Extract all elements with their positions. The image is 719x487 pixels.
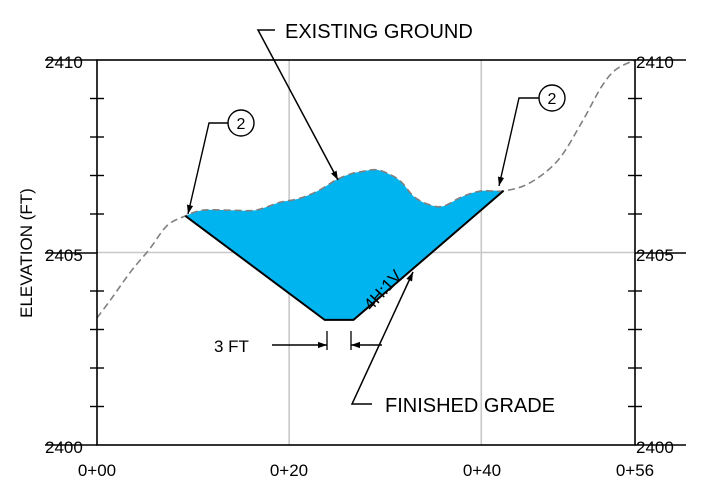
y-tick-right-2410: 2410	[636, 53, 674, 72]
y-tick-left-2405: 2405	[45, 246, 83, 265]
x-tick-0+56: 0+56	[616, 461, 654, 480]
y-tick-left-2400: 2400	[45, 438, 83, 457]
callout-leader-left	[186, 122, 228, 215]
finished-grade-leader	[350, 271, 414, 405]
x-tick-0+00: 0+00	[78, 461, 116, 480]
callout-number-right: 2	[548, 91, 557, 108]
callout-leader-right	[497, 97, 539, 187]
cut-area-fill	[185, 169, 504, 320]
x-tick-0+40: 0+40	[463, 461, 501, 480]
existing-ground-line	[96, 59, 636, 319]
existing-ground-label: EXISTING GROUND	[285, 21, 473, 43]
x-tick-0+20: 0+20	[270, 461, 308, 480]
finished-grade-line	[184, 190, 505, 321]
y-tick-right-2405: 2405	[636, 246, 674, 265]
y-tick-left-2410: 2410	[45, 53, 83, 72]
y-axis-label: ELEVATION (FT)	[17, 188, 36, 318]
callout-number-left: 2	[237, 116, 246, 133]
y-tick-right-2400: 2400	[636, 438, 674, 457]
tick-marks	[90, 97, 642, 408]
bottom-width-label: 3 FT	[214, 337, 249, 356]
existing-ground-leader	[256, 29, 339, 181]
finished-grade-label: FINISHED GRADE	[385, 395, 555, 417]
